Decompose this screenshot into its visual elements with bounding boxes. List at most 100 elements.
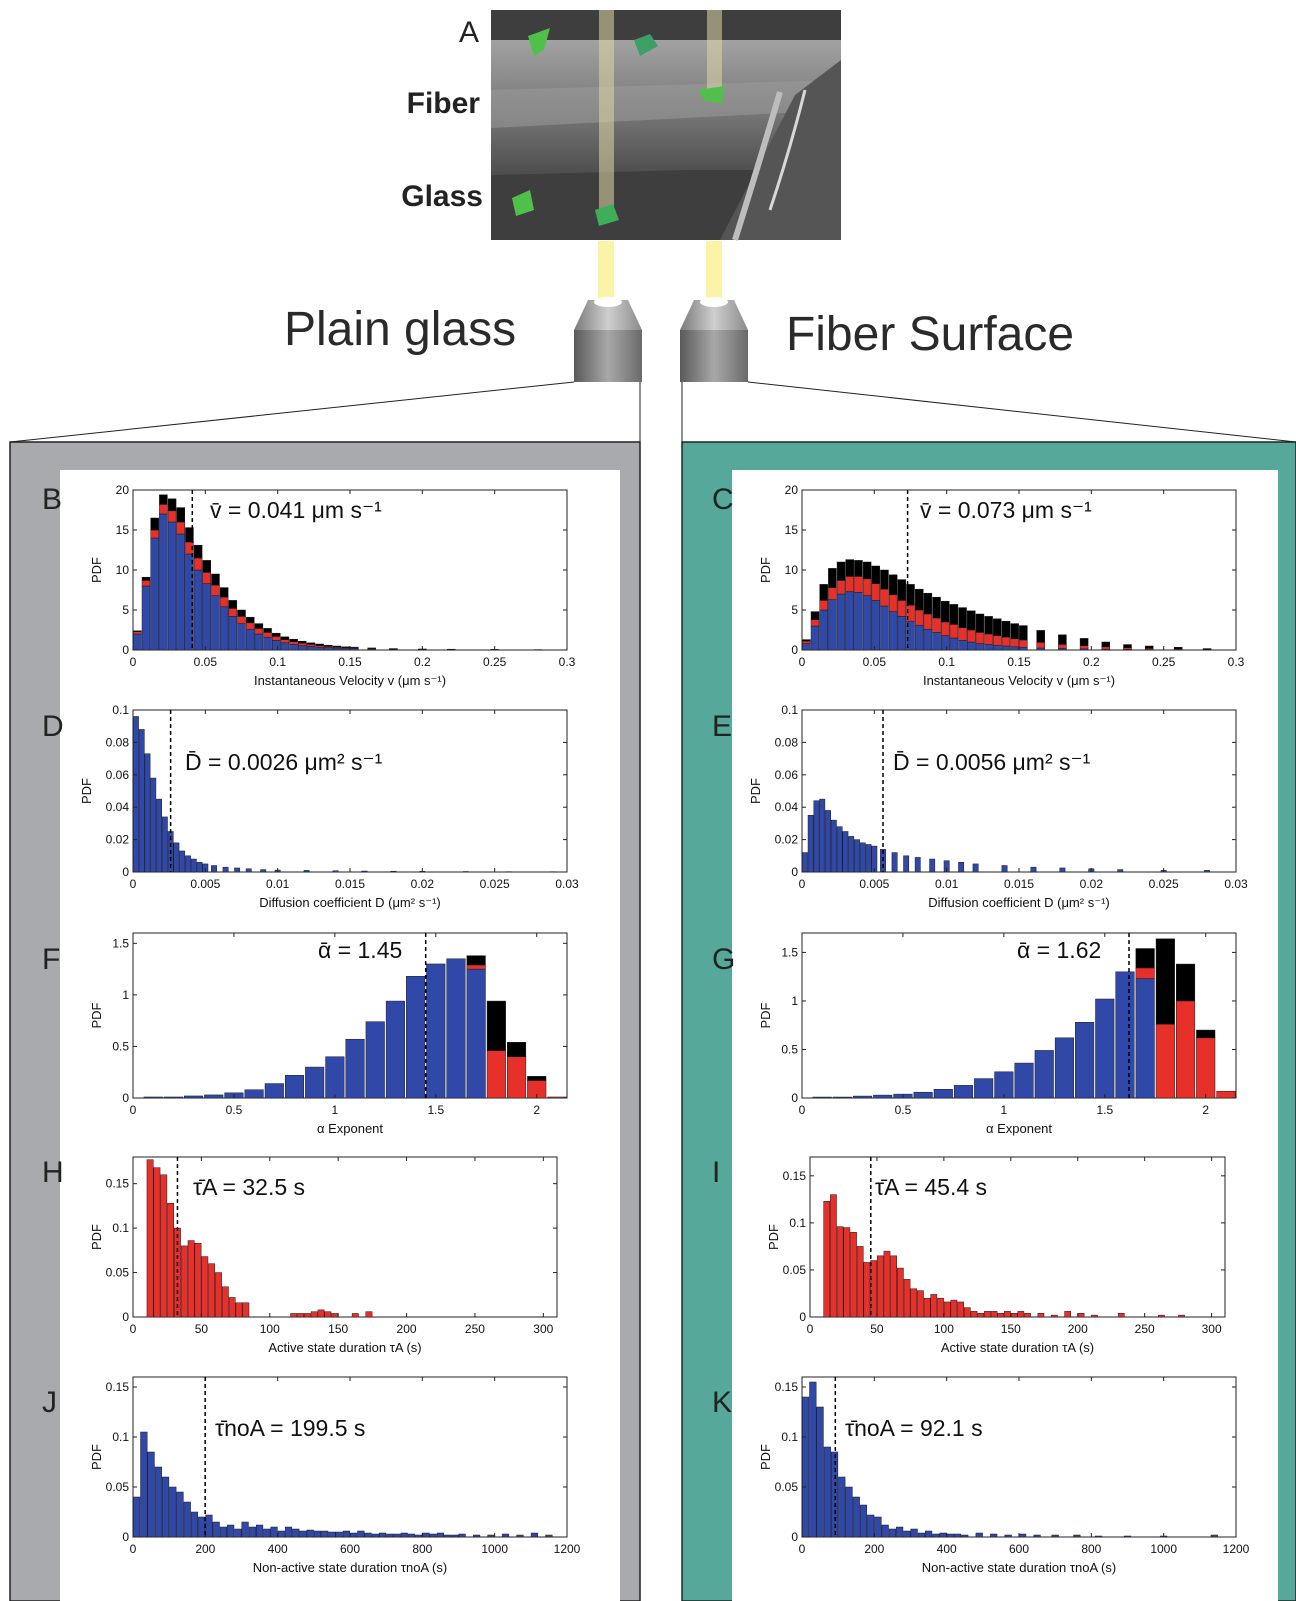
y-tick-label: 0 (799, 1310, 806, 1324)
bar-f-s0 (264, 1083, 284, 1099)
x-axis-label: Instantaneous Velocity v (μm s⁻¹) (254, 673, 446, 688)
bar-b-s2 (341, 646, 350, 648)
bar-e-s0 (914, 857, 921, 873)
bar-i-s0 (863, 1262, 871, 1318)
bar-c-s0 (802, 643, 811, 651)
bar-i-s0 (1178, 1314, 1185, 1318)
bar-c-s1 (845, 576, 854, 592)
bar-c-s0 (914, 624, 924, 651)
x-axis-label: Instantaneous Velocity v (μm s⁻¹) (923, 673, 1115, 688)
x-tick-label: 0.025 (480, 877, 510, 891)
x-tick-label: 200 (397, 1322, 417, 1336)
bar-c-s0 (888, 611, 898, 651)
x-tick-label: 1.5 (427, 1103, 444, 1117)
microscopy-illustration: A Fiber Glass (9, 10, 1296, 443)
bar-h-s0 (351, 1313, 359, 1318)
bar-b-s2 (211, 573, 220, 586)
bar-c-s1 (984, 633, 993, 645)
bar-c-s1 (897, 600, 907, 617)
y-tick-label: 0 (122, 1530, 129, 1544)
bar-f-s1 (486, 1050, 506, 1099)
bar-g-s2 (1175, 963, 1196, 1002)
bar-c-s2 (880, 569, 889, 590)
bar-d-s0 (173, 842, 180, 873)
y-tick-label: 0 (791, 1091, 798, 1105)
x-tick-label: 150 (1001, 1322, 1021, 1336)
bar-e-s0 (842, 831, 849, 873)
y-tick-label: 0.1 (112, 703, 129, 717)
bar-j-s0 (429, 1533, 437, 1538)
bar-b-s1 (150, 529, 159, 539)
y-tick-label: 0.5 (112, 1039, 129, 1053)
bar-b-s1 (219, 596, 229, 608)
bar-k-s0 (1210, 1534, 1218, 1538)
bar-f-s0 (466, 968, 486, 1099)
panel-label-h: H (42, 1156, 64, 1189)
bar-i-s0 (1037, 1312, 1045, 1318)
bar-c-s0 (958, 640, 967, 651)
bar-c-s0 (940, 635, 950, 651)
bar-c-s2 (862, 561, 872, 580)
bar-b-s0 (254, 633, 264, 651)
bar-b-s1 (263, 632, 272, 638)
x-tick-label: 0 (807, 1322, 814, 1336)
bar-i-s0 (823, 1200, 831, 1318)
bar-b-s2 (245, 616, 255, 624)
bar-f-s0 (406, 976, 426, 1099)
y-tick-label: 0.15 (783, 1169, 807, 1183)
bar-c-s0 (975, 643, 985, 651)
bar-f-s0 (345, 1038, 365, 1099)
bar-i-s0 (990, 1311, 998, 1318)
panel-label-e: E (712, 710, 732, 743)
x-tick-label: 1.5 (1096, 1103, 1113, 1117)
bar-b-s0 (324, 647, 333, 651)
bar-h-s0 (167, 1202, 175, 1318)
bar-j-s0 (407, 1533, 416, 1538)
bar-j-s0 (321, 1530, 329, 1538)
bar-j-s0 (176, 1491, 184, 1538)
bar-c-s2 (993, 618, 1002, 636)
bar-j-s0 (545, 1534, 553, 1538)
bar-c-s0 (871, 600, 881, 651)
bar-b-s0 (289, 644, 298, 651)
bar-c-s1 (967, 629, 976, 643)
bar-j-s0 (415, 1534, 423, 1538)
bar-h-s0 (153, 1167, 161, 1318)
bar-b-s1 (298, 642, 307, 646)
y-tick-label: 1 (791, 994, 798, 1008)
x-tick-label: 0 (799, 877, 806, 891)
bar-c-s2 (984, 616, 993, 635)
bar-i-s0 (1004, 1311, 1011, 1318)
bar-b-s0 (280, 642, 290, 651)
beam-column-left (598, 241, 614, 301)
bar-b-s2 (324, 644, 333, 647)
bar-c-s0 (819, 609, 828, 651)
bar-j-s0 (335, 1531, 343, 1538)
bar-b-s1 (306, 644, 316, 647)
bar-i-s0 (1091, 1314, 1098, 1318)
bacterium-4 (512, 190, 534, 216)
bar-j-s0 (169, 1486, 177, 1538)
bar-g-s0 (832, 1096, 852, 1099)
bar-c-s0 (1019, 646, 1028, 651)
x-tick-label: 0.25 (483, 655, 507, 669)
objective-right (680, 297, 748, 382)
glass-label: Glass (401, 180, 483, 213)
x-tick-label: 50 (870, 1322, 884, 1336)
mean-annotation: τ̄noA = 199.5 s (215, 1415, 365, 1441)
x-tick-label: 0.5 (226, 1103, 243, 1117)
bar-c-s2 (836, 561, 846, 581)
x-tick-label: 0.005 (859, 877, 889, 891)
bar-b-s2 (237, 609, 246, 617)
bar-i-s0 (1017, 1311, 1025, 1318)
bar-f-s0 (426, 963, 446, 1099)
bar-b-s1 (176, 521, 185, 535)
bar-e-s0 (825, 810, 831, 873)
y-tick-label: 1.5 (781, 945, 798, 959)
bar-c-s0 (949, 637, 959, 651)
x-tick-label: 0.1 (269, 655, 286, 669)
chart-panel-i: I 0 50 100 150 200 250 300 0 0.05 0.1 0.15 Active st… (712, 1156, 1226, 1355)
x-axis-label: α Exponent (317, 1121, 383, 1136)
bar-h-s0 (235, 1302, 243, 1318)
bar-j-s0 (270, 1526, 278, 1538)
